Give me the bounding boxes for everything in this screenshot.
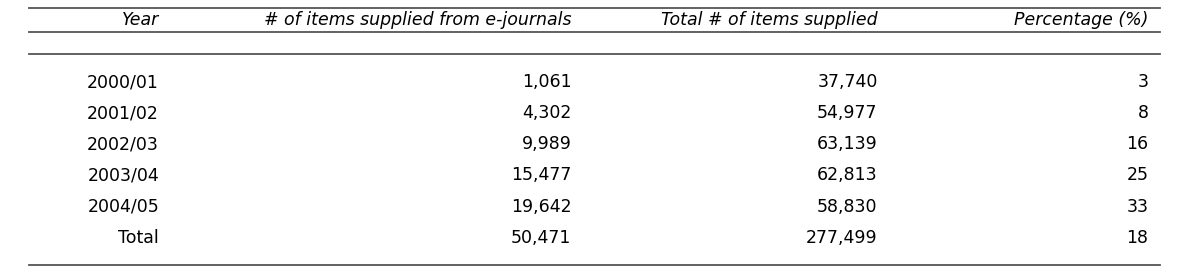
- Text: 16: 16: [1126, 136, 1149, 153]
- Text: 2002/03: 2002/03: [87, 136, 159, 153]
- Text: 33: 33: [1126, 198, 1149, 215]
- Text: 18: 18: [1126, 229, 1149, 247]
- Text: 9,989: 9,989: [522, 136, 571, 153]
- Text: 1,061: 1,061: [522, 73, 571, 91]
- Text: 2001/02: 2001/02: [87, 104, 159, 122]
- Text: Year: Year: [121, 11, 159, 29]
- Text: Total # of items supplied: Total # of items supplied: [661, 11, 878, 29]
- Text: 63,139: 63,139: [816, 136, 878, 153]
- Text: 277,499: 277,499: [806, 229, 878, 247]
- Text: 25: 25: [1126, 167, 1149, 184]
- Text: 4,302: 4,302: [522, 104, 571, 122]
- Text: 54,977: 54,977: [818, 104, 878, 122]
- Text: 2003/04: 2003/04: [87, 167, 159, 184]
- Text: 15,477: 15,477: [511, 167, 571, 184]
- Text: 37,740: 37,740: [818, 73, 878, 91]
- Text: 3: 3: [1138, 73, 1149, 91]
- Text: 62,813: 62,813: [818, 167, 878, 184]
- Text: Total: Total: [118, 229, 159, 247]
- Text: 50,471: 50,471: [511, 229, 571, 247]
- Text: # of items supplied from e-journals: # of items supplied from e-journals: [264, 11, 571, 29]
- Text: 19,642: 19,642: [511, 198, 571, 215]
- Text: Percentage (%): Percentage (%): [1014, 11, 1149, 29]
- Text: 2000/01: 2000/01: [87, 73, 159, 91]
- Text: 8: 8: [1138, 104, 1149, 122]
- Text: 58,830: 58,830: [818, 198, 878, 215]
- Text: 2004/05: 2004/05: [87, 198, 159, 215]
